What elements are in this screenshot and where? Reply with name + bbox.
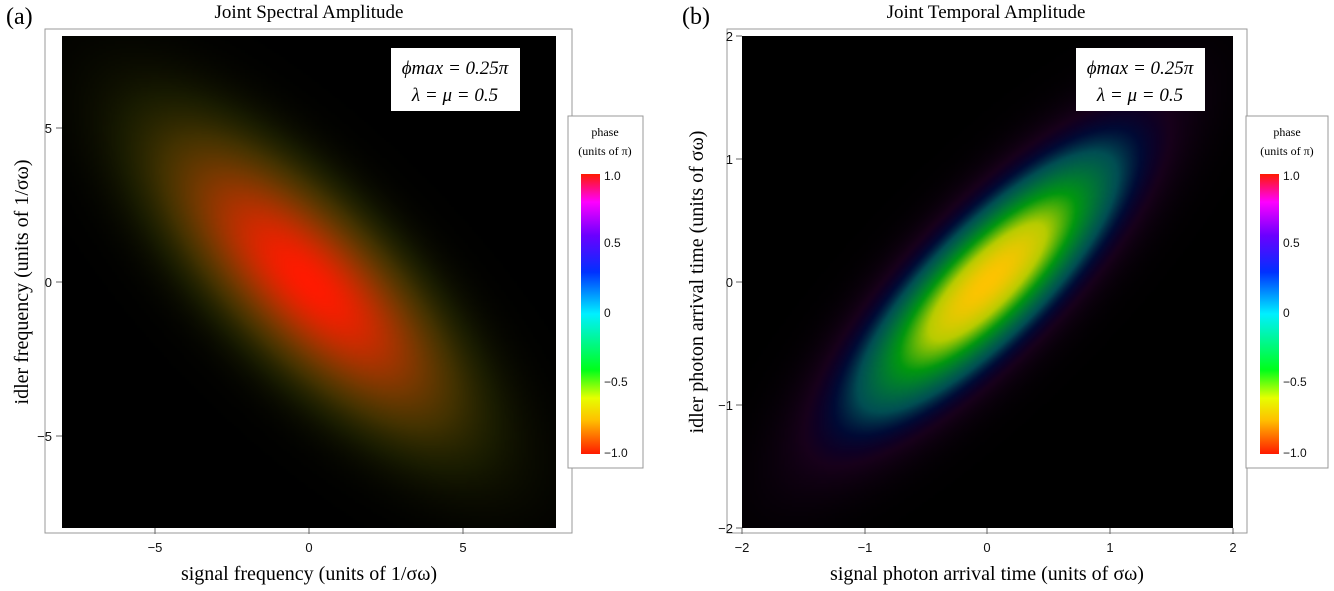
colorbar-title-b: phase	[1273, 125, 1300, 139]
x-axis-label-a: signal frequency (units of 1/σω)	[181, 563, 437, 585]
x-ticks-a	[154, 528, 464, 534]
colorbar-tick-label-b: 0.5	[1283, 236, 1300, 250]
x-tick-label-b: −1	[858, 540, 873, 555]
y-axis-label-a: idler frequency (units of 1/σω)	[11, 160, 33, 405]
x-tick-label-b: 0	[983, 540, 990, 555]
y-tick-label-b: −2	[718, 521, 733, 536]
annotation-line-a: ϕmax = 0.25π	[402, 58, 509, 79]
colorbar-frame-a	[567, 115, 644, 469]
x-tick-label-a: 5	[459, 540, 466, 555]
y-ticks-b	[736, 35, 742, 529]
colorbar-tick-label-a: −0.5	[604, 375, 628, 389]
x-tick-label-b: 1	[1106, 540, 1113, 555]
y-tick-label-b: −1	[718, 398, 733, 413]
colorbar-gradient-b	[1260, 174, 1279, 454]
colorbar-tick-label-b: −1.0	[1283, 446, 1307, 460]
y-tick-label-a: −5	[37, 429, 52, 444]
colorbar-title-a: phase	[591, 125, 618, 139]
x-ticks-b	[741, 528, 1234, 534]
colorbar-subtitle-a: (units of π)	[578, 144, 631, 158]
y-tick-label-a: 5	[45, 121, 52, 136]
y-tick-label-b: 1	[726, 152, 733, 167]
y-axis-label-b: idler photon arrival time (units of σω)	[686, 131, 708, 434]
panel-b: (b) Joint Temporal Amplitude −2 −1 0 1 2	[682, 2, 1329, 585]
x-tick-label-b: 2	[1229, 540, 1236, 555]
annotation-box-a	[391, 48, 520, 111]
annotation-box-b	[1076, 48, 1205, 111]
x-tick-label-b: −2	[735, 540, 750, 555]
panel-label-b: (b)	[682, 4, 710, 30]
annotation-line-a: λ = μ = 0.5	[411, 85, 498, 106]
y-tick-labels-a: 5 0 −5	[37, 121, 52, 444]
colorbar-tick-label-a: 1.0	[604, 169, 621, 183]
colorbar-tick-label-a: −1.0	[604, 446, 628, 460]
y-tick-labels-b: 2 1 0 −1 −2	[718, 29, 733, 536]
colorbar-subtitle-b: (units of π)	[1260, 144, 1313, 158]
colorbar-tick-label-a: 0	[604, 306, 611, 320]
panel-a: (a) Joint Spectral Amplitude −5 0 5 5 0 …	[6, 2, 644, 585]
x-tick-labels-b: −2 −1 0 1 2	[735, 540, 1237, 555]
x-axis-label-b: signal photon arrival time (units of σω)	[830, 563, 1144, 585]
x-tick-label-a: −5	[148, 540, 163, 555]
x-tick-label-a: 0	[305, 540, 312, 555]
colorbar-tick-label-b: −0.5	[1283, 375, 1307, 389]
annotation-line-b: λ = μ = 0.5	[1096, 85, 1183, 106]
y-tick-label-b: 2	[726, 29, 733, 44]
colorbar-gradient-a	[581, 174, 600, 454]
colorbar-tick-label-a: 0.5	[604, 236, 621, 250]
colorbar-tick-label-b: 1.0	[1283, 169, 1300, 183]
annotation-line-b: ϕmax = 0.25π	[1087, 58, 1194, 79]
panel-label-a: (a)	[6, 4, 33, 30]
chart-title-a: Joint Spectral Amplitude	[215, 2, 404, 23]
colorbar-a: phase (units of π) 1.0 0.5 0 −0.5 −1.0	[567, 115, 644, 469]
colorbar-b: phase (units of π) 1.0 0.5 0 −0.5 −1.0	[1245, 115, 1329, 469]
chart-title-b: Joint Temporal Amplitude	[887, 2, 1086, 23]
x-tick-labels-a: −5 0 5	[148, 540, 467, 555]
y-tick-label-a: 0	[45, 275, 52, 290]
heatmap-image-a	[62, 36, 556, 528]
heatmap-image-b	[742, 36, 1233, 528]
colorbar-tick-label-b: 0	[1283, 306, 1290, 320]
colorbar-frame-b	[1245, 115, 1329, 469]
y-tick-label-b: 0	[726, 275, 733, 290]
y-ticks-a	[56, 127, 62, 437]
